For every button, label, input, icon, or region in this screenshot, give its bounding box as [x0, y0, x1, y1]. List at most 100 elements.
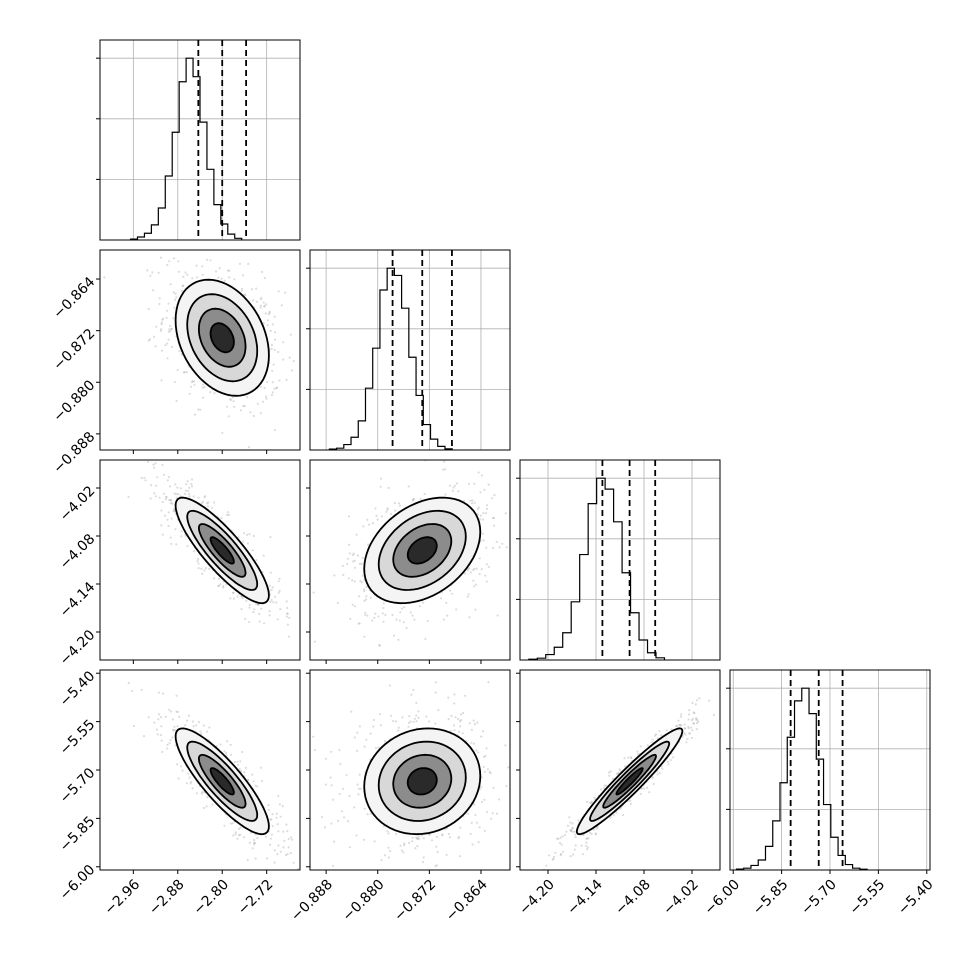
scatter-point: [276, 823, 279, 826]
scatter-point: [409, 720, 412, 723]
scatter-point: [324, 757, 327, 760]
scatter-point: [446, 614, 449, 617]
scatter-point: [449, 729, 452, 733]
scatter-point: [231, 396, 234, 399]
scatter-point: [383, 740, 387, 743]
scatter-point: [277, 844, 280, 847]
scatter-point: [481, 532, 484, 535]
contour-line: [575, 727, 684, 836]
scatter-point: [206, 796, 209, 799]
scatter-point: [180, 535, 183, 538]
scatter-point: [166, 747, 169, 750]
scatter-point: [570, 829, 573, 832]
scatter-point: [201, 791, 204, 794]
scatter-point: [170, 710, 173, 713]
scatter-point: [692, 711, 695, 714]
scatter-point: [219, 743, 222, 746]
scatter-point: [164, 344, 167, 347]
scatter-point: [241, 750, 244, 754]
scatter-point: [409, 611, 412, 614]
scatter-point: [211, 803, 214, 806]
scatter-point: [240, 595, 243, 598]
panel-frame: [99, 249, 301, 451]
scatter-point: [205, 805, 208, 808]
scatter-point: [164, 498, 167, 501]
scatter-point: [618, 768, 621, 771]
scatter-point: [390, 714, 393, 717]
scatter-point: [312, 735, 315, 738]
scatter-point: [157, 713, 161, 716]
scatter-point: [286, 606, 289, 610]
scatter-point: [586, 800, 589, 803]
scatter-point: [152, 463, 155, 466]
x-tick-label: −5.85: [750, 877, 792, 919]
scatter-point: [202, 724, 205, 727]
scatter-point: [153, 492, 156, 495]
scatter-point: [213, 577, 216, 580]
contour-line: [197, 754, 247, 809]
scatter-point: [259, 385, 263, 388]
scatter-point: [273, 429, 276, 432]
scatter-point: [377, 746, 380, 749]
scatter-point: [541, 876, 543, 878]
scatter-point: [260, 780, 263, 783]
scatter-point: [482, 539, 485, 542]
scatter-point: [178, 715, 181, 719]
scatter-point: [169, 498, 172, 502]
x-tick-label: −5.70: [798, 877, 840, 919]
scatter-point: [556, 837, 559, 840]
scatter-point: [320, 816, 324, 819]
scatter-point: [342, 787, 345, 790]
scatter-point: [173, 380, 176, 384]
scatter-point: [331, 798, 335, 801]
scatter-point: [285, 823, 288, 826]
scatter-point: [179, 487, 182, 490]
scatter-point: [155, 325, 158, 328]
scatter-point: [382, 620, 385, 623]
x-tick-label: −0.888: [288, 877, 336, 925]
scatter-point: [461, 732, 464, 735]
scatter-point: [168, 328, 171, 331]
y-tick-label: −4.02: [57, 483, 99, 525]
scatter-point: [480, 776, 483, 779]
scatter-point: [684, 727, 687, 730]
scatter-point: [548, 854, 551, 857]
scatter-point: [374, 612, 377, 615]
scatter-point: [273, 315, 276, 318]
scatter-point: [289, 333, 292, 336]
panels-layer: [96, 39, 931, 878]
scatter-point: [177, 493, 180, 496]
scatter-point: [516, 764, 518, 766]
scatter-point: [240, 769, 243, 773]
histogram-2: [528, 477, 666, 660]
scatter-point: [373, 616, 376, 619]
scatter-point: [154, 495, 158, 498]
scatter-point: [569, 829, 573, 832]
scatter-point: [680, 713, 683, 716]
scatter-point: [459, 719, 463, 722]
scatter-point: [234, 831, 237, 834]
scatter-point: [161, 500, 164, 503]
scatter-point: [448, 589, 452, 592]
scatter-point: [454, 716, 457, 719]
scatter-point: [352, 552, 355, 555]
scatter-point: [266, 324, 269, 327]
scatter-point: [356, 554, 359, 557]
scatter-point: [192, 550, 196, 553]
scatter-point: [323, 826, 326, 829]
scatter-point: [522, 499, 524, 501]
scatter-point: [282, 341, 285, 344]
scatter-point: [170, 499, 173, 502]
scatter-point: [195, 792, 198, 795]
scatter-point: [208, 567, 211, 571]
scatter-point: [458, 835, 461, 839]
scatter-point: [498, 546, 501, 549]
scatter-point: [441, 834, 444, 837]
scatter-point: [206, 258, 209, 261]
scatter-point: [411, 614, 414, 617]
scatter-point: [364, 613, 367, 616]
scatter-point: [492, 524, 496, 527]
panel-frame: [99, 459, 301, 661]
scatter-point: [223, 750, 226, 753]
scatter-point: [364, 611, 367, 614]
